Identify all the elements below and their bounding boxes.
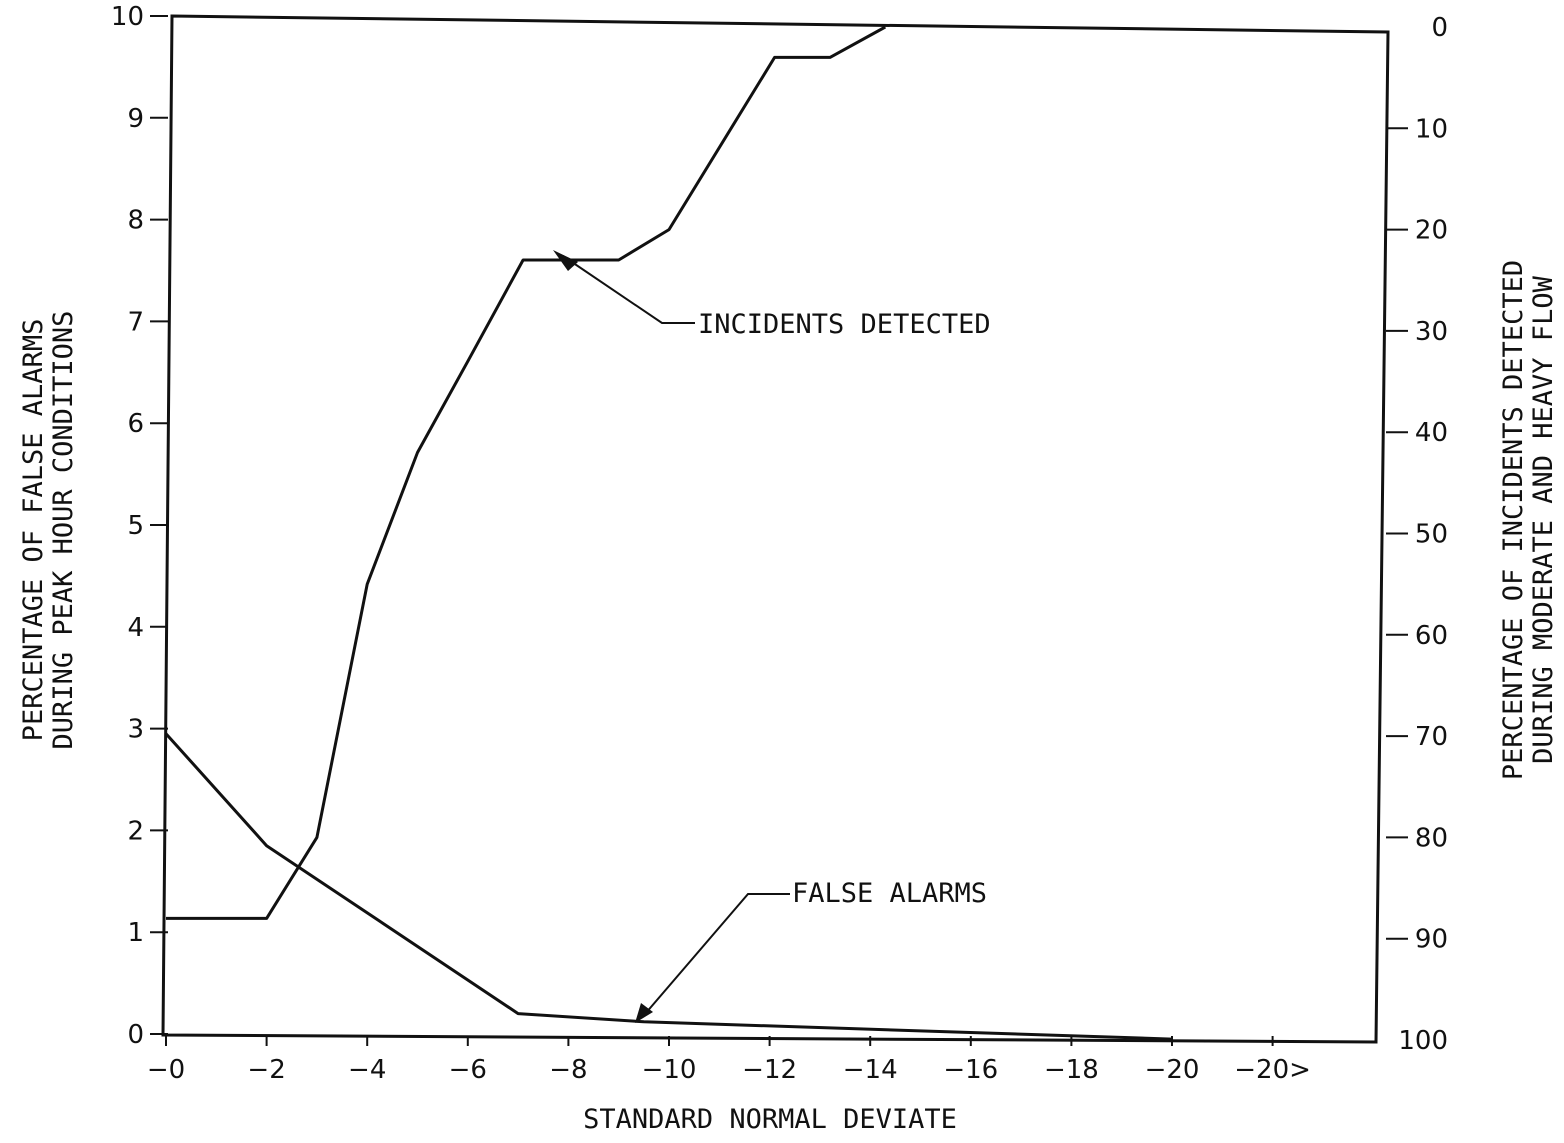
x-tick-label-4: −8 (549, 1055, 587, 1085)
left-tick-label-9: 9 (127, 104, 144, 134)
right-tick-label-100: 100 (1398, 1026, 1448, 1056)
right-tick-label-50: 50 (1415, 520, 1448, 550)
x-tick-label-11: −20> (1234, 1055, 1311, 1085)
left-tick-label-6: 6 (127, 409, 144, 439)
x-tick-label-5: −10 (642, 1055, 697, 1085)
x-tick-label-8: −16 (943, 1055, 998, 1085)
x-axis-title: STANDARD NORMAL DEVIATE (583, 1104, 957, 1135)
incidents-annotation: INCIDENTS DETECTED (698, 309, 991, 340)
false-alarms-leader-line (644, 893, 790, 1015)
series-line-incidents-detected (166, 25, 887, 920)
series-layer (164, 25, 1173, 1041)
left-tick-label-3: 3 (127, 715, 144, 745)
x-tick-label-6: −12 (742, 1055, 797, 1085)
right-tick-label-20: 20 (1415, 216, 1448, 246)
right-axis-title-line1: PERCENTAGE OF INCIDENTS DETECTED (1498, 260, 1529, 780)
left-tick-label-1: 1 (127, 918, 144, 948)
right-tick-label-40: 40 (1415, 418, 1448, 448)
x-tick-label-2: −4 (348, 1055, 386, 1085)
left-tick-label-10: 10 (111, 2, 144, 32)
plot-frame (161, 14, 1390, 1044)
right-tick-label-80: 80 (1415, 823, 1448, 853)
right-tick-label-60: 60 (1415, 621, 1448, 651)
left-tick-label-7: 7 (127, 307, 144, 337)
x-tick-label-10: −20 (1145, 1055, 1200, 1085)
right-tick-label-30: 30 (1415, 317, 1448, 347)
left-axis-title-line2: DURING PEAK HOUR CONDITIONS (48, 311, 79, 750)
series-line-false-alarms (164, 732, 1173, 1041)
false-alarms-arrowhead (635, 1003, 653, 1023)
left-tick-label-5: 5 (127, 511, 144, 541)
x-tick-label-1: −2 (247, 1055, 285, 1085)
incidents-arrowhead (553, 250, 578, 271)
right-axis-ticks: 0 10 20 30 40 50 60 70 80 90 100 (1386, 13, 1448, 1056)
left-tick-label-4: 4 (127, 613, 144, 643)
right-tick-label-0: 0 (1431, 13, 1448, 43)
left-tick-label-2: 2 (127, 816, 144, 846)
x-tick-label-3: −6 (449, 1055, 487, 1085)
right-tick-label-70: 70 (1415, 722, 1448, 752)
left-axis-title-line1: PERCENTAGE OF FALSE ALARMS (18, 319, 49, 742)
x-tick-label-9: −18 (1044, 1055, 1099, 1085)
x-tick-label-7: −14 (843, 1055, 898, 1085)
right-tick-label-10: 10 (1415, 114, 1448, 144)
left-tick-label-8: 8 (127, 206, 144, 236)
right-tick-label-90: 90 (1415, 925, 1448, 955)
left-axis-ticks: 0 1 2 3 4 5 6 7 8 9 10 (111, 2, 168, 1050)
left-tick-label-0: 0 (127, 1020, 144, 1050)
x-tick-label-0: −0 (147, 1055, 185, 1085)
false-alarms-annotation: FALSE ALARMS (792, 878, 987, 909)
x-axis-ticks: −0 −2 −4 −6 −8 −10 −12 −14 −16 −18 −20 −20> (147, 1036, 1311, 1085)
right-axis-title-line2: DURING MODERATE AND HEAVY FLOW (1528, 275, 1559, 763)
incidents-leader-line (562, 255, 695, 324)
